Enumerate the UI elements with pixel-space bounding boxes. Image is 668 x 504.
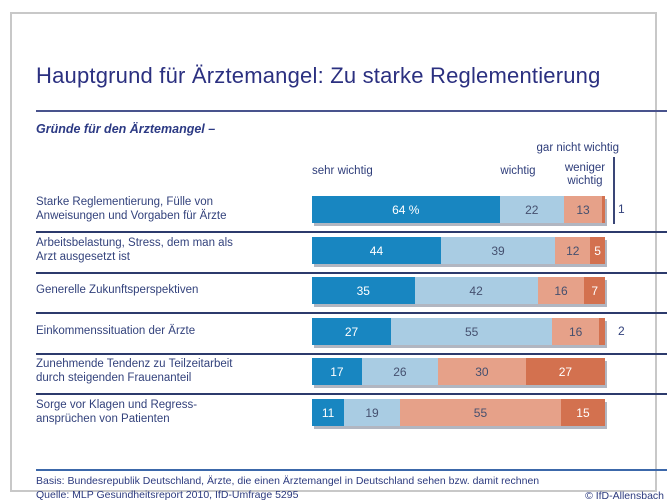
source-note: Quelle: MLP Gesundheitsreport 2010, IfD-… bbox=[36, 489, 299, 501]
bar-segment-wichtig: 42 bbox=[414, 277, 538, 304]
bar-segment-gar-nicht-wichtig: 5 bbox=[590, 237, 605, 264]
row-divider bbox=[36, 393, 667, 395]
row-divider bbox=[36, 231, 667, 233]
bar-segment-gar-nicht-wichtig: 27 bbox=[525, 358, 605, 385]
bar-row: 64 % 22 13 bbox=[312, 196, 605, 223]
bar-row: 35 42 16 7 bbox=[312, 277, 605, 304]
bar-row: 11 19 55 15 bbox=[312, 399, 605, 426]
bar-value-outside: 2 bbox=[618, 324, 625, 338]
page-title: Hauptgrund für Ärztemangel: Zu starke Re… bbox=[36, 63, 601, 88]
row-label-line: Zunehmende Tendenz zu Teilzeitarbeit bbox=[36, 358, 233, 370]
bar-row: 17 26 30 27 bbox=[312, 358, 605, 385]
bar-segment-weniger-wichtig: 13 bbox=[563, 196, 603, 223]
column-header-wichtig: wichtig bbox=[500, 165, 536, 177]
bar-segment-sehr-wichtig: 35 bbox=[312, 277, 415, 304]
row-label-line: Anweisungen und Vorgaben für Ärzte bbox=[36, 209, 227, 222]
bar-segment-gar-nicht-wichtig bbox=[602, 196, 605, 223]
row-label: Zunehmende Tendenz zu Teilzeitarbeit durc… bbox=[36, 358, 300, 385]
row-label-line: Arbeitsbelastung, Stress, dem man als bbox=[36, 237, 233, 249]
bar-segment-gar-nicht-wichtig: 15 bbox=[561, 399, 605, 426]
copyright-note: © IfD-Allensbach bbox=[585, 490, 664, 502]
bar-row: 44 39 12 5 bbox=[312, 237, 605, 264]
row-label-line: ansprüchen von Patienten bbox=[36, 412, 170, 425]
bar-segment-sehr-wichtig: 11 bbox=[312, 399, 345, 426]
row-label: Starke Reglementierung, Fülle von Anweisu… bbox=[36, 196, 300, 223]
bar-segment-weniger-wichtig: 30 bbox=[437, 358, 526, 385]
row-label-line: Arzt ausgesetzt ist bbox=[36, 250, 130, 263]
bar-segment-wichtig: 19 bbox=[344, 399, 400, 426]
row-label: Einkommenssituation der Ärzte bbox=[36, 318, 300, 345]
chart-subtitle: Gründe für den Ärztemangel – bbox=[36, 122, 216, 136]
row-label: Generelle Zukunftsperspektiven bbox=[36, 277, 300, 304]
row-label: Arbeitsbelastung, Stress, dem man als Arz… bbox=[36, 237, 300, 264]
row-divider bbox=[36, 353, 667, 355]
bar-segment-wichtig: 39 bbox=[440, 237, 556, 264]
bar-segment-gar-nicht-wichtig bbox=[599, 318, 605, 345]
row-label-line: durch steigenden Frauenanteil bbox=[36, 371, 192, 384]
column-header-weniger-wichtig: weniger wichtig bbox=[564, 162, 606, 187]
column-header-gar-nicht-wichtig: gar nicht wichtig bbox=[536, 142, 619, 154]
row-label-line: Generelle Zukunftsperspektiven bbox=[36, 283, 199, 296]
bar-row: 27 55 16 bbox=[312, 318, 605, 345]
bar-segment-wichtig: 55 bbox=[391, 318, 553, 345]
row-divider bbox=[36, 312, 667, 314]
footer-divider bbox=[36, 469, 667, 471]
column-header-sehr-wichtig: sehr wichtig bbox=[312, 165, 373, 177]
row-divider bbox=[36, 272, 667, 274]
bar-segment-weniger-wichtig: 12 bbox=[555, 237, 591, 264]
bar-segment-wichtig: 22 bbox=[499, 196, 564, 223]
bar-segment-wichtig: 26 bbox=[361, 358, 438, 385]
content-frame: Hauptgrund für Ärztemangel: Zu starke Re… bbox=[10, 12, 667, 502]
basis-note: Basis: Bundesrepublik Deutschland, Ärzte… bbox=[36, 475, 540, 487]
row-label-line: Starke Reglementierung, Fülle von bbox=[36, 196, 214, 208]
row-label-line: Einkommenssituation der Ärzte bbox=[36, 324, 196, 337]
bar-segment-weniger-wichtig: 16 bbox=[537, 277, 585, 304]
bar-segment-weniger-wichtig: 55 bbox=[399, 399, 562, 426]
bar-segment-sehr-wichtig: 64 % bbox=[312, 196, 500, 223]
bar-segment-sehr-wichtig: 17 bbox=[312, 358, 362, 385]
row-label: Sorge vor Klagen und Regress-ansprüchen … bbox=[36, 399, 300, 426]
bar-value-outside: 1 bbox=[618, 202, 625, 216]
bar-segment-sehr-wichtig: 27 bbox=[312, 318, 392, 345]
row-label-line: Sorge vor Klagen und Regress- bbox=[36, 399, 198, 411]
bar-segment-gar-nicht-wichtig: 7 bbox=[584, 277, 605, 304]
bar-segment-sehr-wichtig: 44 bbox=[312, 237, 441, 264]
bar-segment-weniger-wichtig: 16 bbox=[552, 318, 600, 345]
title-divider bbox=[36, 110, 667, 112]
gar-nicht-wichtig-callout-line bbox=[613, 157, 615, 224]
